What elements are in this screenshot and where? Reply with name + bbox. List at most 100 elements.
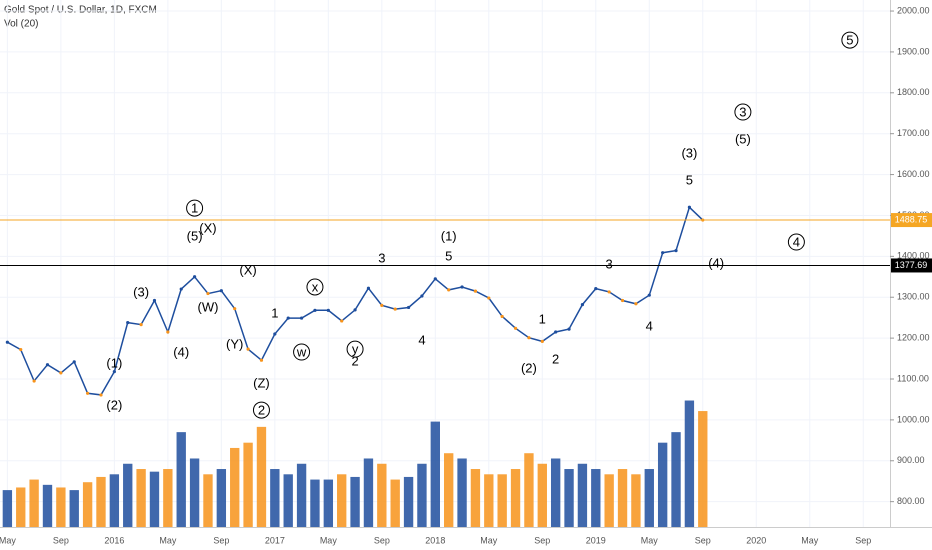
volume-bar (403, 476, 414, 527)
price-point (86, 391, 90, 395)
volume-bar (176, 432, 186, 527)
price-point (634, 302, 638, 306)
price-point (513, 326, 518, 330)
volume-bar (243, 442, 253, 527)
price-point (32, 379, 36, 383)
wave-label: (X) (199, 221, 216, 236)
price-point (580, 302, 585, 307)
y-tick-label: 900.00 (897, 455, 925, 465)
volume-bar (657, 442, 668, 527)
y-tick-label: 1900.00 (897, 46, 930, 56)
x-tick-label: May (320, 535, 338, 545)
x-tick-label: 2019 (586, 535, 606, 545)
y-tick-label: 800.00 (897, 496, 925, 506)
wave-label: 2 (351, 353, 358, 368)
y-tick-label: 2000.00 (897, 5, 930, 15)
wave-label: 3 (739, 104, 746, 119)
volume-bar (363, 458, 374, 527)
price-point (620, 298, 625, 303)
volume-bar (323, 479, 334, 527)
price-point (554, 330, 558, 334)
x-tick-label: May (159, 535, 177, 545)
y-tick-label: 1600.00 (897, 169, 930, 179)
volume-bar (109, 474, 120, 527)
y-tick-label: 1300.00 (897, 292, 930, 302)
price-point (380, 303, 384, 308)
wave-label: 4 (793, 234, 800, 249)
volume-bar (644, 469, 654, 527)
x-tick-label: Sep (53, 535, 69, 545)
volume-bar (470, 469, 481, 527)
volume-bar (510, 469, 521, 527)
price-point (594, 287, 598, 291)
y-tick-label: 1200.00 (897, 332, 930, 342)
wave-label: (Z) (253, 376, 270, 391)
price-point (179, 287, 183, 291)
volume-label: Vol (20) (4, 19, 38, 30)
price-level-label: 1377.69 (895, 260, 928, 270)
wave-label: (X) (239, 262, 256, 277)
price-point (353, 308, 357, 312)
price-point (447, 288, 451, 292)
x-tick-label: May (480, 535, 498, 545)
wave-label: y (352, 342, 359, 357)
volume-bar (337, 474, 347, 527)
x-tick-label: Sep (534, 535, 550, 545)
wave-label: (W) (198, 299, 219, 314)
volume-bar (256, 426, 267, 527)
price-point (366, 286, 371, 290)
wave-circle (346, 340, 364, 358)
volume-bar (283, 474, 293, 527)
volume-bar (537, 463, 547, 527)
price-point (607, 290, 611, 294)
price-point (487, 296, 491, 300)
volume-bar (444, 453, 454, 527)
volume-bar (82, 482, 93, 527)
price-point (19, 347, 23, 352)
volume-bar (136, 469, 146, 527)
wave-label: 3 (378, 250, 385, 265)
wave-label: (4) (708, 255, 724, 270)
volume-bar (671, 432, 681, 527)
price-point (45, 363, 50, 367)
wave-circle (293, 343, 311, 361)
price-point (126, 320, 130, 325)
x-tick-label: 2017 (265, 535, 285, 545)
wave-circle (306, 278, 324, 296)
volume-bar (457, 458, 467, 527)
wave-label: 2 (258, 403, 265, 418)
price-point (112, 370, 116, 374)
volume-bar (604, 474, 614, 527)
wave-label: 2 (552, 351, 559, 366)
price-point (219, 289, 223, 293)
price-point (273, 332, 277, 336)
x-tick-label: Sep (213, 535, 229, 545)
price-level-box (891, 213, 932, 228)
price-point (166, 330, 170, 334)
volume-bar (96, 476, 106, 527)
y-tick-label: 1100.00 (897, 373, 929, 383)
volume-bar (56, 487, 66, 527)
price-point (527, 336, 531, 340)
wave-label: 5 (846, 33, 853, 48)
price-point (406, 305, 411, 310)
price-point (473, 289, 478, 293)
volume-bar (524, 453, 534, 527)
wave-label: (5) (735, 131, 751, 146)
wave-label: (2) (106, 398, 122, 413)
wave-label: (1) (441, 228, 457, 243)
wave-label: (1) (106, 355, 122, 370)
wave-circle (841, 31, 859, 49)
volume-bar (617, 469, 628, 527)
x-tick-label: May (0, 535, 16, 545)
wave-circle (252, 401, 270, 419)
price-point (299, 316, 304, 320)
volume-bar (16, 487, 26, 527)
volume-bar (123, 463, 133, 527)
volume-bar (270, 469, 280, 527)
wave-label: (3) (681, 145, 697, 160)
price-point (661, 251, 665, 255)
price-point (647, 293, 651, 297)
price-point (420, 294, 424, 298)
